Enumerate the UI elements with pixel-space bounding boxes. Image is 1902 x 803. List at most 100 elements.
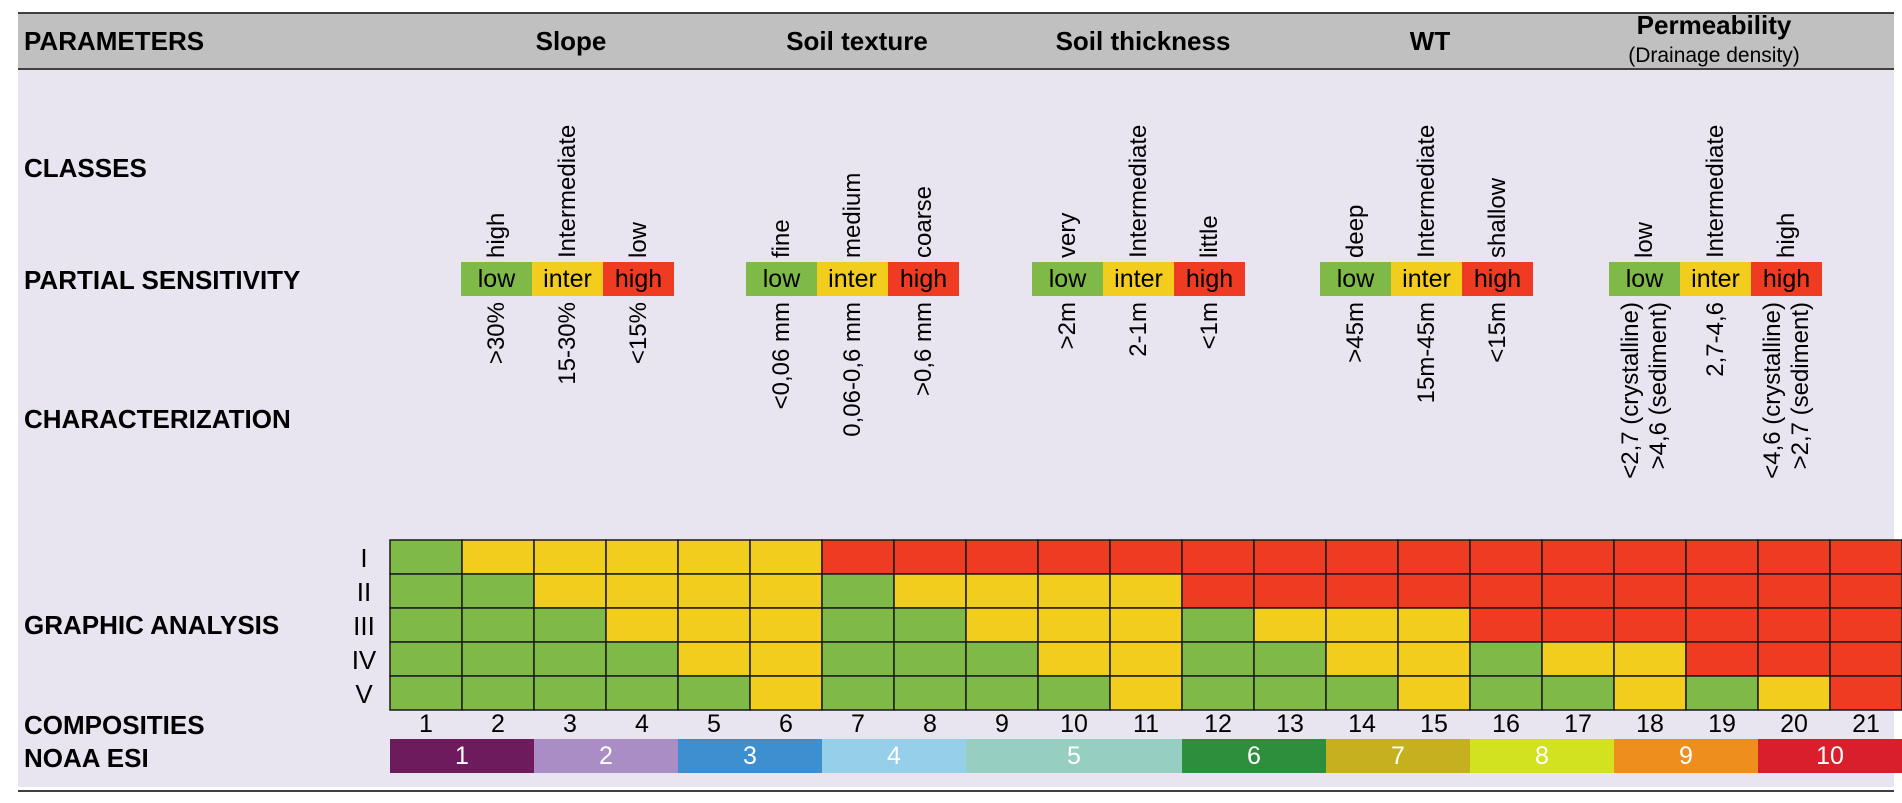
grid-cell-high xyxy=(1613,539,1687,575)
composite-number: 11 xyxy=(1133,710,1159,738)
composite-number: 3 xyxy=(563,710,577,738)
noaa-esi-segment: 1 xyxy=(390,739,534,773)
grid-cell-inter xyxy=(1109,641,1183,677)
grid-cell-inter xyxy=(677,539,751,575)
grid-cell-inter xyxy=(1109,675,1183,711)
composite-number: 8 xyxy=(923,710,937,738)
composite-number: 6 xyxy=(779,710,793,738)
grid-cell-inter xyxy=(1541,641,1615,677)
grid-cell-low xyxy=(893,641,967,677)
composites-label: COMPOSITIES xyxy=(24,710,205,740)
grid-cell-low xyxy=(1541,675,1615,711)
sensitivity-cell-inter: inter xyxy=(1680,262,1751,296)
grid-cell-low xyxy=(461,573,535,609)
grid-cell-low xyxy=(965,675,1039,711)
grid-cell-low xyxy=(605,675,679,711)
composite-number: 2 xyxy=(491,710,505,738)
grid-cell-high xyxy=(1685,539,1759,575)
grid-cell-inter xyxy=(1757,675,1831,711)
grid-cell-high xyxy=(1397,573,1471,609)
grid-cell-low xyxy=(389,641,463,677)
composite-number: 4 xyxy=(635,710,649,738)
grid-cell-high xyxy=(1109,539,1183,575)
grid-cell-low xyxy=(461,607,535,643)
composite-number: 19 xyxy=(1708,710,1736,738)
param-slope-title: Slope xyxy=(535,26,607,56)
composite-number: 5 xyxy=(707,710,721,738)
sensitivity-cell-high: high xyxy=(603,262,674,296)
sensitivity-cell-low: low xyxy=(1032,262,1103,296)
grid-cell-low xyxy=(389,675,463,711)
grid-cell-inter xyxy=(533,573,607,609)
noaa-esi-segment: 7 xyxy=(1326,739,1470,773)
param-wt-title: WT xyxy=(1409,26,1451,56)
graphic-analysis-label: GRAPHIC ANALYSIS xyxy=(24,610,280,640)
bottom-rule xyxy=(18,790,1894,792)
grid-cell-inter xyxy=(1397,607,1471,643)
noaa-esi-segment: 4 xyxy=(822,739,966,773)
composite-number: 14 xyxy=(1348,710,1376,738)
classes-label: CLASSES xyxy=(24,153,147,183)
sensitivity-cell-high: high xyxy=(1751,262,1822,296)
grid-cell-high xyxy=(1757,607,1831,643)
grid-cell-low xyxy=(533,675,607,711)
param-permeability-title: Permeability xyxy=(1636,10,1792,40)
sensitivity-cell-inter: inter xyxy=(1103,262,1174,296)
grid-cell-inter xyxy=(749,539,823,575)
param-permeability-subtitle: (Drainage density) xyxy=(1628,44,1800,67)
grid-cell-high xyxy=(1469,607,1543,643)
grid-cell-low xyxy=(965,641,1039,677)
grid-cell-high xyxy=(1181,573,1255,609)
grid-cell-low xyxy=(1037,675,1111,711)
grid-cell-inter xyxy=(605,607,679,643)
composite-number: 12 xyxy=(1204,710,1232,738)
grid-cell-inter xyxy=(1253,607,1327,643)
sensitivity-cell-inter: inter xyxy=(532,262,603,296)
grid-cell-inter xyxy=(1037,607,1111,643)
composite-number: 20 xyxy=(1780,710,1808,738)
composite-number: 21 xyxy=(1852,710,1880,738)
grid-cell-low xyxy=(1325,675,1399,711)
grid-cell-inter xyxy=(533,539,607,575)
grid-cell-high xyxy=(1829,539,1902,575)
noaa-esi-segment: 10 xyxy=(1758,739,1902,773)
partial-sensitivity-label: PARTIAL SENSITIVITY xyxy=(24,265,301,295)
noaa-esi-segment: 3 xyxy=(678,739,822,773)
grid-cell-high xyxy=(821,539,895,575)
sensitivity-cell-high: high xyxy=(1174,262,1245,296)
sensitivity-cell-low: low xyxy=(1609,262,1680,296)
grid-cell-inter xyxy=(1397,675,1471,711)
grid-cell-low xyxy=(1181,675,1255,711)
grid-cell-inter xyxy=(749,573,823,609)
sensitivity-cell-inter: inter xyxy=(1391,262,1462,296)
sensitivity-cell-low: low xyxy=(746,262,817,296)
grid-cell-high xyxy=(1685,607,1759,643)
grid-cell-inter xyxy=(1037,573,1111,609)
composite-number: 18 xyxy=(1636,710,1664,738)
grid-cell-high xyxy=(1325,573,1399,609)
grid-cell-low xyxy=(533,607,607,643)
grid-cell-low xyxy=(461,675,535,711)
characterization-label: CHARACTERIZATION xyxy=(24,404,291,434)
grid-cell-inter xyxy=(749,641,823,677)
grid-cell-low xyxy=(1181,641,1255,677)
grid-cell-low xyxy=(893,607,967,643)
grid-cell-high xyxy=(1829,573,1902,609)
sensitivity-cell-high: high xyxy=(1462,262,1533,296)
grid-cell-low xyxy=(821,675,895,711)
grid-cell-inter xyxy=(1325,607,1399,643)
grid-cell-high xyxy=(1613,573,1687,609)
grid-row-label: III xyxy=(353,611,375,641)
grid-cell-high xyxy=(1829,607,1902,643)
grid-cell-low xyxy=(1253,675,1327,711)
grid-cell-high xyxy=(1757,573,1831,609)
grid-row-label: I xyxy=(360,543,368,573)
grid-cell-low xyxy=(1181,607,1255,643)
grid-cell-low xyxy=(389,607,463,643)
grid-cell-inter xyxy=(1037,641,1111,677)
grid-cell-low xyxy=(461,641,535,677)
noaa-esi-segment: 9 xyxy=(1614,739,1758,773)
grid-cell-high xyxy=(1685,573,1759,609)
